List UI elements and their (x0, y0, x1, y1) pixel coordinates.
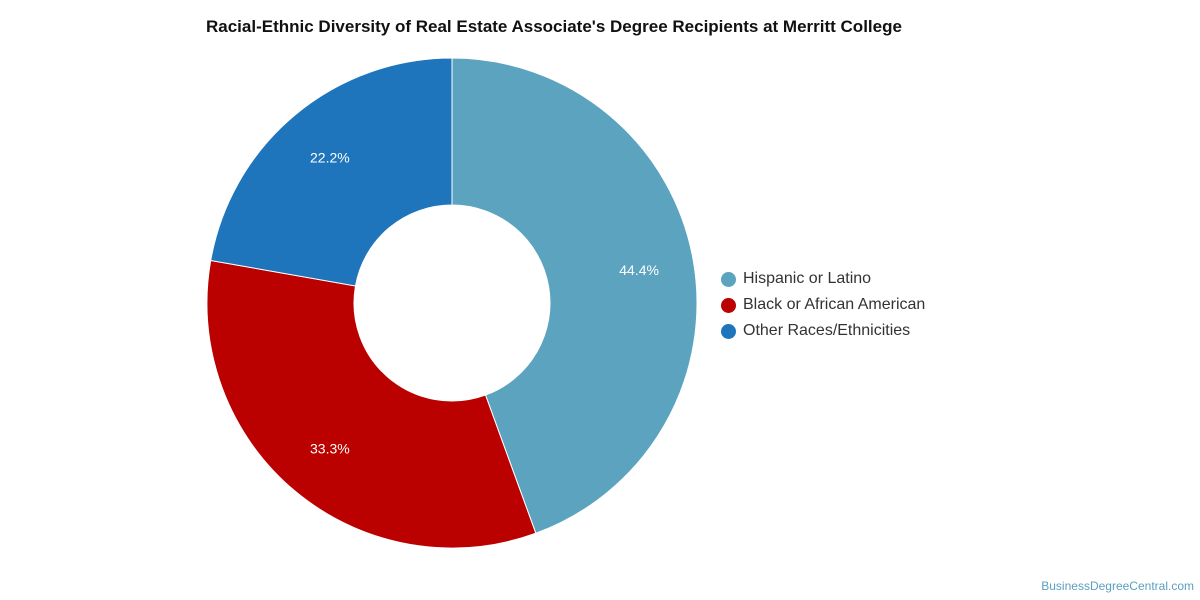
legend-label: Black or African American (743, 296, 926, 313)
legend-marker (721, 271, 736, 287)
slice-data-label: 22.2% (310, 149, 350, 165)
legend-label: Other Races/Ethnicities (743, 322, 911, 339)
legend-item-other-races-ethnicities[interactable]: Other Races/Ethnicities (721, 318, 925, 344)
slice-data-label: 33.3% (310, 441, 350, 457)
legend-marker (721, 297, 736, 313)
slice-other-races-ethnicities[interactable] (210, 57, 453, 287)
legend-item-black-or-african-american[interactable]: Black or African American (721, 292, 925, 318)
legend-marker (721, 323, 736, 339)
legend-item-hispanic-or-latino[interactable]: Hispanic or Latino (721, 266, 925, 292)
slice-hispanic-or-latino[interactable] (451, 57, 698, 534)
chart-title: Racial-Ethnic Diversity of Real Estate A… (206, 17, 902, 36)
legend: Hispanic or Latino Black or African Amer… (721, 266, 925, 344)
legend-label: Hispanic or Latino (743, 270, 872, 287)
source-credit[interactable]: BusinessDegreeCentral.com (1041, 579, 1194, 593)
slice-black-or-african-american[interactable] (206, 259, 537, 549)
slice-data-label: 44.4% (619, 262, 659, 278)
